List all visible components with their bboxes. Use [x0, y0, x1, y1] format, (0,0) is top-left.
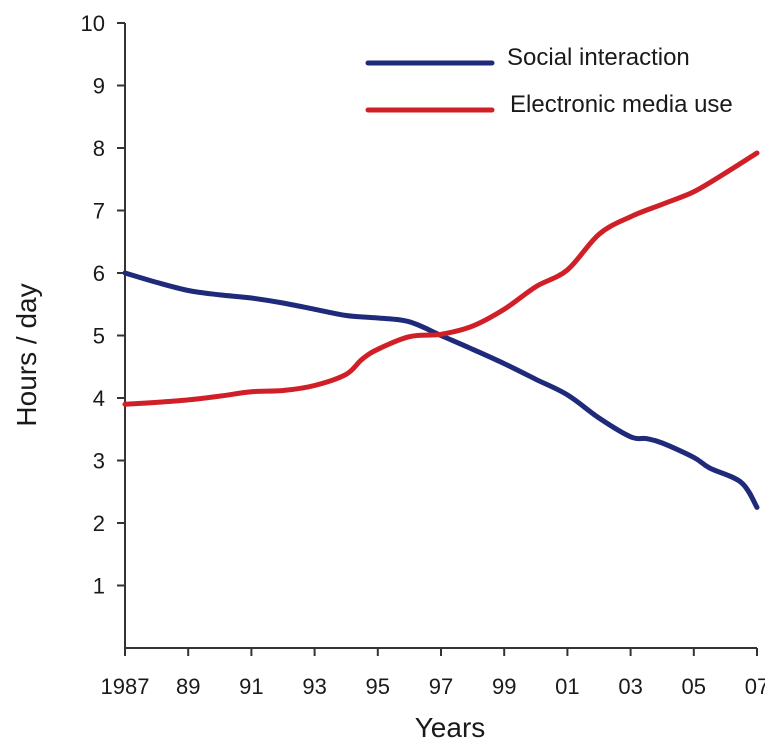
- x-tick-label: 91: [239, 674, 263, 699]
- y-tick-label: 3: [93, 449, 105, 474]
- x-tick-label: 97: [429, 674, 453, 699]
- x-tick-label: 07: [745, 674, 765, 699]
- x-tick-label: 05: [682, 674, 706, 699]
- series-line-social-interaction: [122, 270, 760, 510]
- y-tick-label: 8: [93, 136, 105, 161]
- x-tick-label: 03: [618, 674, 642, 699]
- legend-label-social-interaction: Social interaction: [507, 44, 690, 71]
- legend-label-electronic-media-use: Electronic media use: [510, 91, 733, 118]
- y-tick-label: 6: [93, 261, 105, 286]
- y-tick-label: 7: [93, 199, 105, 224]
- y-axis-title: Hours / day: [11, 283, 42, 426]
- legend: Social interaction Electronic media use: [365, 44, 733, 118]
- series-line-electronic-media-use: [122, 150, 760, 407]
- y-tick-label: 5: [93, 324, 105, 349]
- y-tick-label: 1: [93, 574, 105, 599]
- x-tick-label: 93: [302, 674, 326, 699]
- x-tick-label: 01: [555, 674, 579, 699]
- y-tick-label: 4: [93, 386, 105, 411]
- y-tick-label: 9: [93, 74, 105, 99]
- y-tick-label: 2: [93, 511, 105, 536]
- x-tick-label: 1987: [101, 674, 150, 699]
- x-axis-title: Years: [415, 712, 486, 743]
- series-lines: [122, 150, 760, 510]
- y-tick-label: 10: [81, 11, 105, 36]
- x-tick-label: 99: [492, 674, 516, 699]
- x-tick-label: 95: [366, 674, 390, 699]
- x-tick-label: 89: [176, 674, 200, 699]
